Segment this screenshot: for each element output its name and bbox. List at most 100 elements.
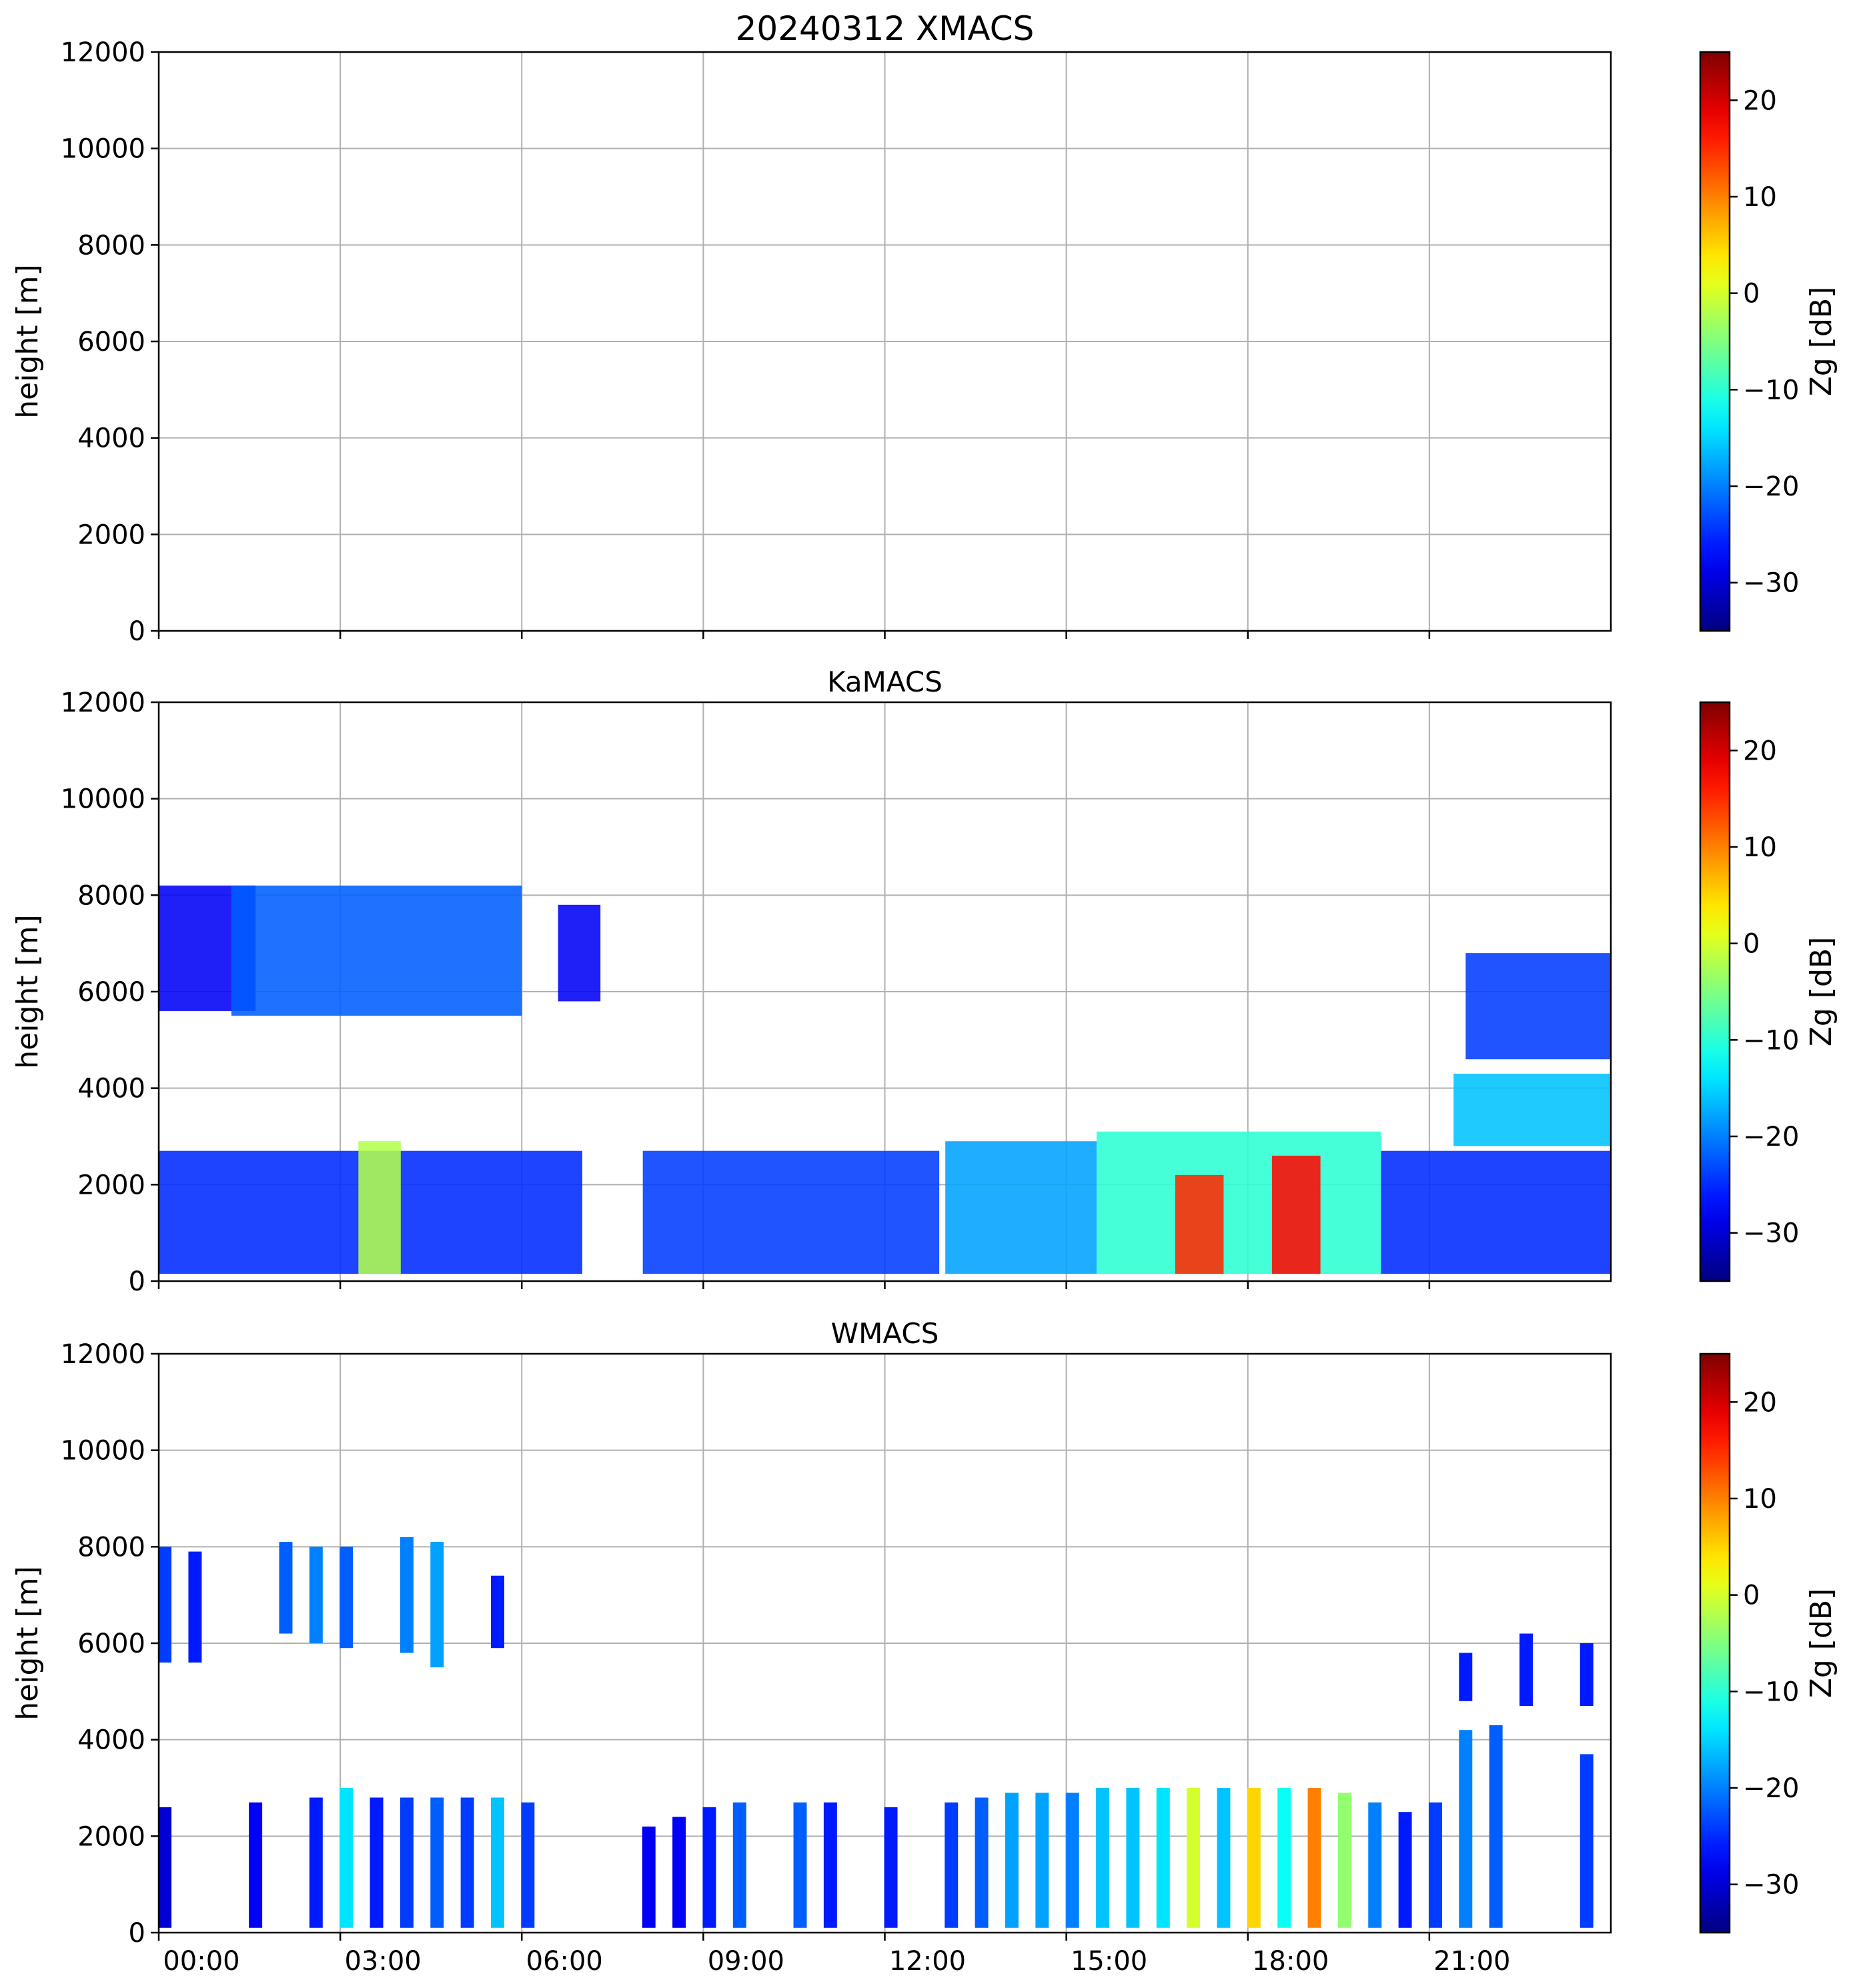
y-tick-label: 2000 [77,1170,145,1200]
colorbar-tick-label: −20 [1743,471,1799,502]
data-strip [1187,1788,1201,1928]
panel-3: 0 2000 4000 6000 8000 10000 12000 00:00 03:00 06:… [11,1317,1838,1977]
colorbar-tick-label: −20 [1743,1122,1799,1152]
data-region-lower-cloud-c [945,1141,1097,1274]
colorbar-gradient [1699,1352,1731,1934]
colorbar: 20 10 0 −10 −20 −30 Zg [dB] [1699,51,1838,632]
data-strip [1428,1802,1442,1928]
colorbar-tick-label: 10 [1743,1484,1777,1515]
y-tick-label: 8000 [77,880,145,911]
colorbar-tick-label: −30 [1743,1218,1799,1249]
data-region-lower-core-a [358,1141,401,1274]
data-strip [1096,1788,1110,1928]
data-region-upper-cloud-b [231,885,522,1016]
y-tick-label: 0 [129,1266,145,1297]
y-tick-label: 10000 [61,134,145,165]
data-strip [1459,1653,1473,1701]
y-tick-label: 4000 [77,423,145,454]
data-strip [1156,1788,1170,1928]
y-tick-label: 4000 [77,1725,145,1756]
x-tick-label: 00:00 [163,1946,239,1977]
data-strip [823,1802,837,1928]
x-tick-label: 12:00 [889,1946,966,1977]
y-tick-label: 2000 [77,520,145,550]
data-strip [1035,1793,1049,1928]
data-strip [884,1807,898,1928]
data-strip [1489,1725,1503,1928]
data-strip [460,1797,474,1928]
y-tick-label: 2000 [77,1821,145,1852]
data-region-lower-cloud-d [1096,1131,1381,1274]
y-tick-label: 8000 [77,1532,145,1563]
data-strip [430,1542,444,1668]
data-region-upper-cloud-c [558,904,601,1002]
data-strip [1337,1793,1351,1928]
data-strip [1368,1802,1382,1928]
data-strip [642,1826,656,1928]
data-strip [702,1807,716,1928]
data-strip [1126,1788,1140,1928]
colorbar-tick-label: −20 [1743,1773,1799,1804]
data-strip [1580,1643,1594,1707]
data-region-lower-cloud-b [642,1150,940,1274]
colorbar-gradient [1699,701,1731,1282]
data-strip [975,1797,989,1928]
data-strip [1217,1788,1231,1928]
data-strip [158,1807,172,1928]
data-strip [188,1551,202,1663]
data-region-mid-cloud [1453,1073,1611,1146]
colorbar-label: Zg [dB] [1804,937,1838,1047]
data-strip [732,1802,746,1928]
data-strip [793,1802,807,1928]
data-strip [1005,1793,1019,1928]
panel-2: 0 2000 4000 6000 8000 10000 12000 KaMACS height … [11,666,1838,1297]
panel-title: 20240312 XMACS [736,9,1035,48]
y-axis-label: height [m] [11,914,45,1068]
y-tick-label: 6000 [77,977,145,1008]
data-strip [279,1542,293,1634]
data-strip [1277,1788,1291,1928]
y-tick-label: 6000 [77,327,145,357]
data-region-lower-core-b [1175,1174,1224,1274]
colorbar-tick-label: 20 [1743,85,1777,116]
data-strip [672,1817,686,1928]
data-region-lower-core-c [1272,1155,1321,1274]
data-region-lower-cloud-e [1381,1150,1611,1274]
x-tick-label: 09:00 [708,1946,784,1977]
y-tick-label: 12000 [61,1339,145,1370]
colorbar-tick-label: 0 [1743,1581,1760,1611]
data-strip [490,1797,504,1928]
y-tick-label: 12000 [61,688,145,718]
x-tick-label: 18:00 [1252,1946,1329,1977]
data-strip [400,1797,414,1928]
x-tick-label: 06:00 [526,1946,603,1977]
colorbar-tick-label: 20 [1743,736,1777,766]
colorbar-gradient [1699,51,1731,632]
data-strip [309,1547,323,1643]
x-tick-label: 15:00 [1071,1946,1147,1977]
x-tick-label: 03:00 [344,1946,421,1977]
y-axis-label: height [m] [11,264,45,418]
y-tick-label: 12000 [61,37,145,68]
colorbar-tick-label: 10 [1743,182,1777,213]
data-strip [1519,1633,1533,1707]
data-strip [340,1547,354,1649]
data-strip [340,1788,354,1928]
data-strip [249,1802,263,1928]
data-strip [400,1537,414,1653]
y-tick-label: 0 [129,1918,145,1949]
y-tick-label: 8000 [77,230,145,261]
panel-title: WMACS [831,1317,939,1350]
y-tick-label: 10000 [61,784,145,815]
data-strip [370,1797,384,1928]
colorbar: 20 10 0 −10 −20 −30 Zg [dB] [1699,701,1838,1282]
data-strip [1580,1754,1594,1928]
y-axis-label: height [m] [11,1566,45,1720]
colorbar-tick-label: 0 [1743,929,1760,960]
colorbar-label: Zg [dB] [1804,1589,1838,1699]
data-strip [1247,1788,1261,1928]
y-tick-label: 6000 [77,1629,145,1659]
x-tick-label: 21:00 [1433,1946,1510,1977]
colorbar-tick-label: −10 [1743,1677,1799,1707]
